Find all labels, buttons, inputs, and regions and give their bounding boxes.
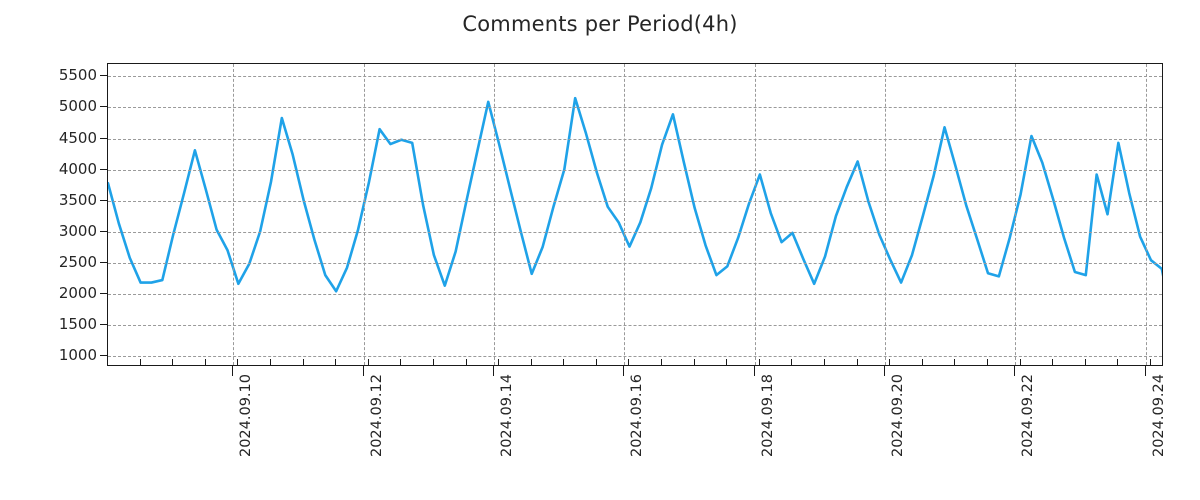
y-tick-label: 2000 (58, 283, 97, 302)
x-tick-mark-minor (400, 359, 402, 366)
x-tick-mark-minor (1117, 359, 1119, 366)
y-tick-label: 1000 (58, 345, 97, 364)
y-tick-label: 4000 (58, 159, 97, 178)
x-tick-mark-major (232, 366, 234, 376)
x-tick-label: 2024.09.10 (238, 374, 255, 458)
y-tick-mark (100, 230, 107, 232)
x-tick-mark-minor (856, 359, 858, 366)
x-tick-mark-minor (139, 359, 141, 366)
x-tick-mark-minor (269, 359, 271, 366)
plot-area (107, 63, 1163, 366)
y-tick-label: 2500 (58, 252, 97, 271)
x-tick-mark-major (753, 366, 755, 376)
y-tick-mark (100, 261, 107, 263)
x-tick-mark-major (884, 366, 885, 376)
x-tick-mark-minor (661, 359, 663, 366)
x-tick-mark-minor (172, 359, 174, 366)
x-tick-label: 2024.09.22 (1020, 374, 1037, 458)
x-tick-label: 2024.09.12 (368, 374, 385, 458)
y-tick-label: 5500 (58, 66, 97, 85)
x-tick-mark-minor (987, 359, 988, 366)
x-tick-mark-minor (1084, 359, 1086, 366)
x-tick-mark-minor (595, 359, 597, 366)
y-tick-mark (100, 106, 107, 108)
x-tick-mark-minor (563, 359, 565, 366)
chart-title: Comments per Period(4h) (462, 12, 738, 36)
x-tick-mark-minor (204, 359, 206, 366)
y-tick-mark (100, 323, 107, 325)
x-tick-mark-minor (432, 359, 434, 366)
x-tick-mark-minor (954, 359, 956, 366)
y-tick-label: 4500 (58, 128, 97, 147)
y-tick-label: 1500 (58, 314, 97, 333)
comments-line-series (108, 96, 1162, 293)
x-tick-mark-major (623, 366, 625, 376)
x-tick-mark-major (362, 366, 364, 376)
y-tick-mark (100, 168, 107, 170)
y-tick-label: 3000 (58, 221, 97, 240)
x-tick-label: 2024.09.20 (890, 374, 906, 458)
x-tick-mark-minor (335, 359, 337, 366)
x-tick-mark-minor (1052, 359, 1054, 366)
x-tick-mark-minor (237, 359, 239, 366)
y-tick-mark (100, 137, 107, 139)
y-tick-mark (100, 292, 107, 294)
x-tick-mark-minor (367, 359, 369, 366)
x-tick-mark-minor (465, 359, 467, 366)
x-tick-mark-minor (628, 359, 630, 366)
y-tick-mark (100, 354, 107, 356)
x-tick-mark-minor (889, 359, 891, 366)
x-tick-mark-minor (302, 359, 304, 366)
x-tick-mark-minor (530, 359, 532, 366)
x-tick-mark-major (1144, 366, 1146, 376)
x-tick-mark-minor (1019, 359, 1021, 366)
x-tick-mark-major (1014, 366, 1016, 376)
x-tick-mark-minor (498, 359, 500, 366)
x-tick-mark-major (492, 366, 494, 376)
x-tick-mark-minor (758, 359, 760, 366)
x-tick-label: 2024.09.14 (498, 374, 515, 458)
x-tick-mark-minor (921, 359, 923, 366)
y-tick-label: 5000 (58, 97, 97, 116)
y-tick-label: 3500 (58, 190, 97, 209)
x-tick-mark-minor (726, 359, 728, 366)
x-tick-mark-minor (693, 359, 695, 366)
x-tick-label: 2024.09.18 (759, 374, 776, 458)
x-tick-mark-minor (1149, 359, 1151, 366)
y-tick-mark (100, 75, 107, 77)
x-tick-mark-minor (791, 359, 793, 366)
x-tick-label: 2024.09.16 (629, 374, 646, 458)
x-tick-label: 2024.09.24 (1150, 374, 1167, 458)
y-tick-mark (100, 199, 107, 201)
x-tick-mark-minor (824, 359, 826, 366)
